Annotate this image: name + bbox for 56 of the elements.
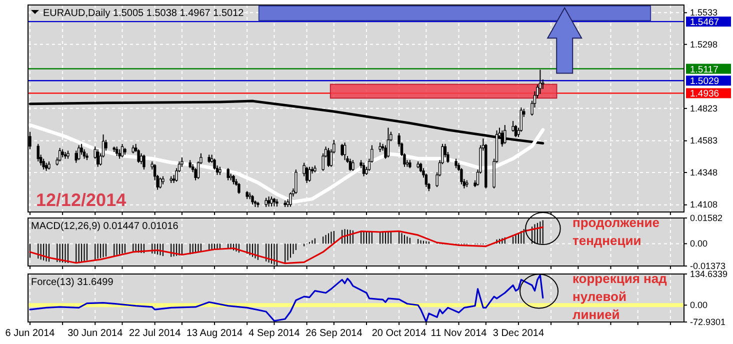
- candlestick: [267, 196, 270, 208]
- candlestick: [340, 143, 344, 157]
- y-tick-label: -72.9301: [690, 316, 726, 327]
- chart-title: Force(13) 31.6499: [31, 277, 114, 288]
- y-tick-label: 1.4823: [690, 103, 718, 114]
- candlestick: [251, 194, 254, 206]
- x-tick-label: 22 Jul 2014: [128, 328, 182, 339]
- x-tick-label: 30 Jun 2014: [68, 328, 124, 339]
- candlestick: [343, 142, 346, 161]
- ref-line-label: 1.5029: [690, 76, 720, 88]
- annotation: 12/12/2014: [36, 190, 126, 210]
- candlestick: [538, 69, 542, 95]
- x-tick-label: 11 Nov 2014: [430, 328, 488, 339]
- candlestick: [226, 168, 230, 181]
- chart-title: EURAUD,Daily 1.5005 1.5038 1.4967 1.5012: [43, 8, 244, 19]
- y-tick-label: -0.01373: [690, 260, 726, 271]
- ref-line-label: 1.5117: [690, 64, 718, 76]
- chart-title: MACD(12,26,9) 0.01447 0.01016: [31, 221, 179, 232]
- candlestick: [142, 154, 146, 170]
- candlestick: [232, 174, 235, 185]
- y-tick-label: 1.4583: [690, 136, 718, 146]
- annotation: коррекция над нулевой линией: [572, 271, 668, 322]
- y-tick-label: 1.5533: [690, 8, 718, 18]
- candlestick: [238, 182, 240, 194]
- candlestick: [512, 120, 514, 132]
- candlestick: [348, 158, 352, 172]
- candlestick: [115, 146, 118, 157]
- candlestick: [378, 142, 382, 152]
- candlestick: [362, 162, 366, 177]
- y-tick-label: 1.5298: [690, 39, 718, 50]
- y-tick-label: 0.00: [690, 238, 708, 249]
- candlestick: [454, 158, 458, 169]
- ref-line-label: 1.5467: [690, 17, 720, 28]
- candlestick: [36, 143, 40, 162]
- y-tick-label: 0.01582: [690, 212, 723, 223]
- x-tick-label: 13 Aug 2014: [186, 328, 244, 339]
- y-tick-label: 0.00: [690, 300, 708, 310]
- y-tick-label: 1.4108: [690, 200, 718, 210]
- candlestick: [327, 147, 330, 168]
- y-tick-label: 134.6339: [690, 268, 728, 279]
- candlestick: [158, 177, 162, 189]
- candlestick: [96, 148, 100, 168]
- ref-line-label: 1.4936: [690, 88, 720, 100]
- candlestick: [305, 166, 308, 184]
- candlestick: [352, 160, 354, 172]
- candlestick: [118, 148, 121, 160]
- candlestick: [514, 124, 518, 138]
- x-tick-label: 4 Sep 2014: [248, 328, 300, 339]
- candlestick: [42, 158, 45, 170]
- annotation: продолжение тенднеции: [572, 215, 660, 248]
- x-tick-label: 3 Dec 2014: [492, 328, 544, 339]
- x-tick-label: 20 Oct 2014: [372, 328, 427, 339]
- candlestick: [77, 144, 80, 161]
- x-tick-label: 26 Sep 2014: [306, 328, 363, 339]
- y-tick-label: 1.4348: [690, 167, 718, 178]
- x-tick-label: 6 Jun 2014: [5, 328, 56, 339]
